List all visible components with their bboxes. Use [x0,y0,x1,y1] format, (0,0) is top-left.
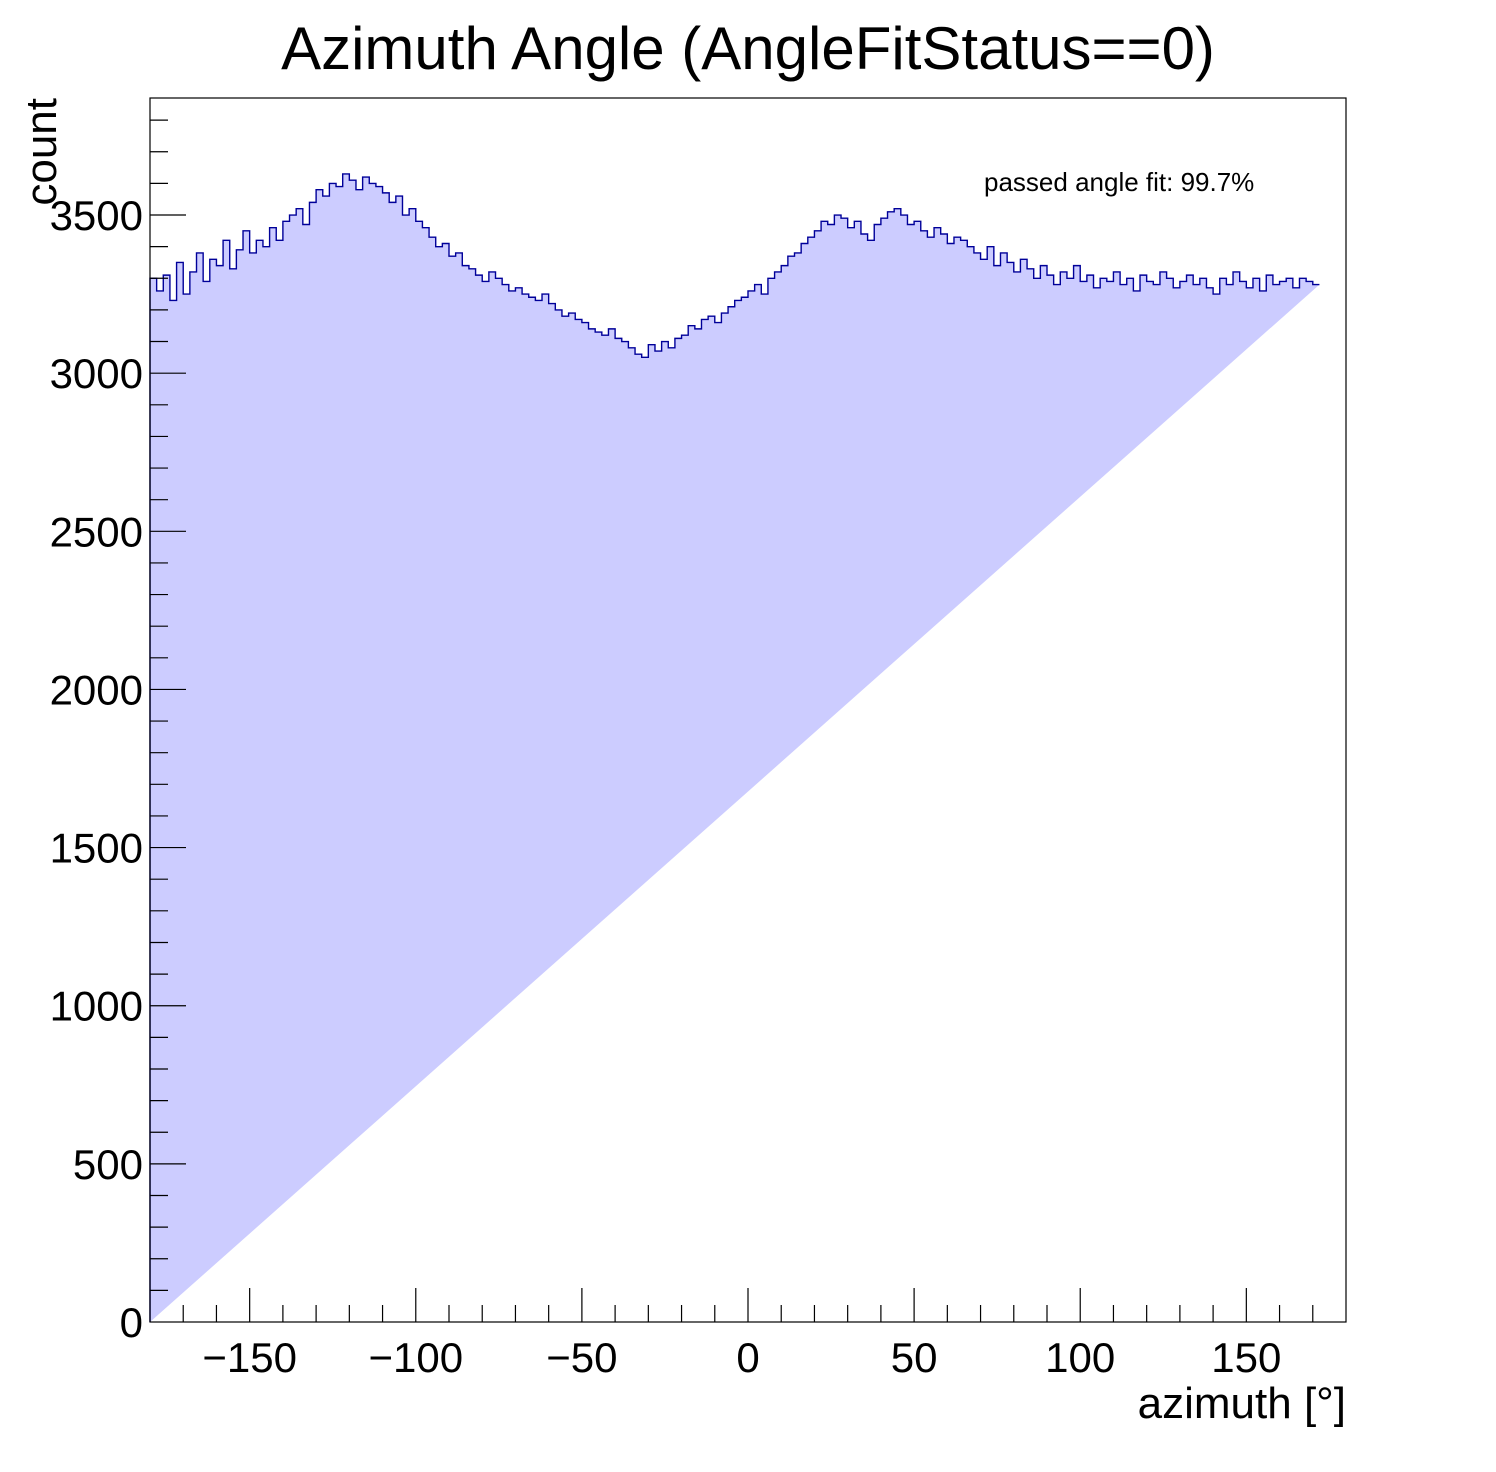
x-tick-label: 100 [1045,1334,1115,1381]
x-tick-label: −50 [546,1334,617,1381]
y-tick-label: 0 [120,1299,143,1346]
x-axis-title: azimuth [°] [1138,1379,1346,1428]
y-tick-label: 1500 [50,825,143,872]
x-tick-label: 0 [736,1334,759,1381]
x-tick-label: 50 [891,1334,938,1381]
y-tick-label: 500 [73,1141,143,1188]
passed-fit-annotation: passed angle fit: 99.7% [984,167,1254,197]
x-tick-label: 150 [1211,1334,1281,1381]
y-tick-label: 3500 [50,192,143,239]
chart-title: Azimuth Angle (AngleFitStatus==0) [281,15,1215,82]
histogram-outline [149,173,1320,1322]
y-tick-label: 3000 [50,350,143,397]
y-axis: 0 500 1000 1500 2000 2500 3000 3500 [50,119,186,1346]
x-tick-label: −100 [368,1334,463,1381]
x-axis: −150 −100 −50 0 50 100 150 [182,1288,1314,1381]
y-tick-label: 1000 [50,983,143,1030]
y-tick-label: 2500 [50,508,143,555]
x-tick-label: −150 [202,1334,297,1381]
y-axis-title: count [17,98,66,206]
plot-area [149,97,1347,1323]
y-tick-label: 2000 [50,666,143,713]
histogram-fill [150,173,1320,1322]
